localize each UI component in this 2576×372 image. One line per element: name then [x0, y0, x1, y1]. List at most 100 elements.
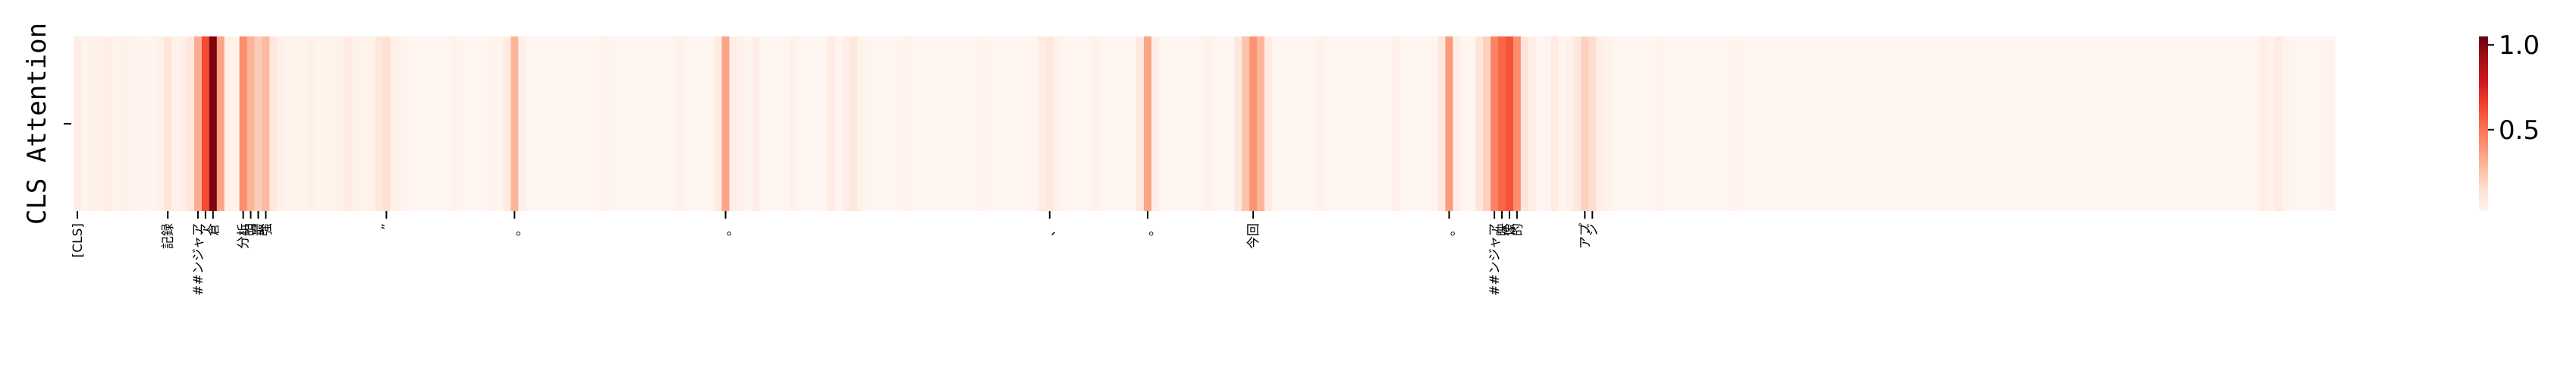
x-tick-label: ア [199, 223, 214, 236]
heatmap-cell [193, 36, 203, 211]
heatmap-cell [1897, 36, 1906, 211]
heatmap-cell [2267, 36, 2276, 211]
heatmap-cell [1573, 36, 1582, 211]
heatmap-cell [1227, 36, 1235, 211]
heatmap-cell [1324, 36, 1334, 211]
heatmap-cell [1008, 36, 1016, 211]
x-tick-label: 最 [251, 223, 266, 236]
heatmap-cell [2297, 36, 2305, 211]
heatmap-cell [1045, 36, 1054, 211]
heatmap-cell [865, 36, 873, 211]
heatmap-cell [1709, 36, 1717, 211]
heatmap-cell [1980, 36, 1989, 211]
heatmap-cell [691, 36, 700, 211]
heatmap-cell [857, 36, 865, 211]
heatmap-cell [435, 36, 444, 211]
heatmap-cell [1859, 36, 1868, 211]
x-tick-label: 。 [1442, 223, 1457, 236]
heatmap-cell [1483, 36, 1491, 211]
x-tick-label: ジ [1585, 223, 1601, 236]
heatmap-cell [895, 36, 903, 211]
heatmap-cell [782, 36, 790, 211]
heatmap-cell [405, 36, 413, 211]
heatmap-cell [397, 36, 406, 211]
heatmap-cell [639, 36, 647, 211]
heatmap-cell [1845, 36, 1853, 211]
heatmap-cell [978, 36, 986, 211]
heatmap-cell [699, 36, 708, 211]
heatmap-cell [947, 36, 957, 211]
heatmap-cell [1144, 36, 1152, 211]
heatmap-cell [2116, 36, 2125, 211]
heatmap-cell [1362, 36, 1371, 211]
heatmap-cell [555, 36, 564, 211]
heatmap-cell [1257, 36, 1265, 211]
heatmap-cell [1347, 36, 1356, 211]
heatmap-cell [925, 36, 934, 211]
heatmap-cell [2100, 36, 2109, 211]
heatmap-cell [1686, 36, 1695, 211]
heatmap-cell [2229, 36, 2238, 211]
heatmap-cell [1211, 36, 1220, 211]
heatmap-cell [2138, 36, 2147, 211]
heatmap-cell [1279, 36, 1288, 211]
heatmap-cell [1129, 36, 1137, 211]
heatmap-cell [1566, 36, 1574, 211]
heatmap-cell [1626, 36, 1635, 211]
heatmap-cell [759, 36, 768, 211]
heatmap-cell [1355, 36, 1363, 211]
heatmap-cell [1701, 36, 1710, 211]
heatmap-cell [1784, 36, 1793, 211]
heatmap-cell [578, 36, 587, 211]
heatmap-cell [1437, 36, 1447, 211]
heatmap-cell [570, 36, 580, 211]
heatmap-cells [74, 36, 2336, 211]
heatmap-cell [2320, 36, 2328, 211]
heatmap-cell [413, 36, 421, 211]
heatmap-cell [1882, 36, 1891, 211]
heatmap-cell [1513, 36, 1522, 211]
heatmap-cell [1619, 36, 1627, 211]
heatmap-cell [1158, 36, 1167, 211]
heatmap-cell [1121, 36, 1129, 211]
heatmap-cell [616, 36, 624, 211]
x-tick-label: 記録 [161, 223, 176, 249]
heatmap-cell [352, 36, 361, 211]
y-axis-label: CLS Attention [22, 23, 52, 225]
heatmap-cell [503, 36, 511, 211]
heatmap-cell [1648, 36, 1657, 211]
heatmap-cell [1761, 36, 1770, 211]
heatmap-cell [465, 36, 474, 211]
heatmap-cell [1874, 36, 1883, 211]
heatmap-cell [1378, 36, 1386, 211]
heatmap-cell [1023, 36, 1032, 211]
heatmap-cell [2040, 36, 2050, 211]
heatmap-cell [1822, 36, 1830, 211]
heatmap-cell [382, 36, 391, 211]
heatmap-cell [1746, 36, 1755, 211]
heatmap-cell [533, 36, 542, 211]
heatmap-cell [126, 36, 135, 211]
heatmap-cell [1030, 36, 1039, 211]
heatmap-cell [932, 36, 941, 211]
heatmap-cell [1068, 36, 1077, 211]
heatmap-cell [510, 36, 519, 211]
heatmap-cell [1400, 36, 1409, 211]
heatmap-cell [819, 36, 828, 211]
heatmap-cell [442, 36, 451, 211]
heatmap-cell [1430, 36, 1439, 211]
heatmap-cell [1830, 36, 1838, 211]
heatmap-cell [88, 36, 97, 211]
heatmap-cell [661, 36, 670, 211]
x-tick-label: [CLS] [71, 223, 86, 257]
heatmap-cell [917, 36, 926, 211]
heatmap-cell [164, 36, 172, 211]
heatmap-cell [103, 36, 112, 211]
heatmap-cell [1498, 36, 1506, 211]
heatmap-cell [1242, 36, 1250, 211]
heatmap-cell [714, 36, 723, 211]
heatmap-cell [1679, 36, 1688, 211]
heatmap-cell [1965, 36, 1974, 211]
heatmap-cell [216, 36, 225, 211]
heatmap-cell [1091, 36, 1099, 211]
